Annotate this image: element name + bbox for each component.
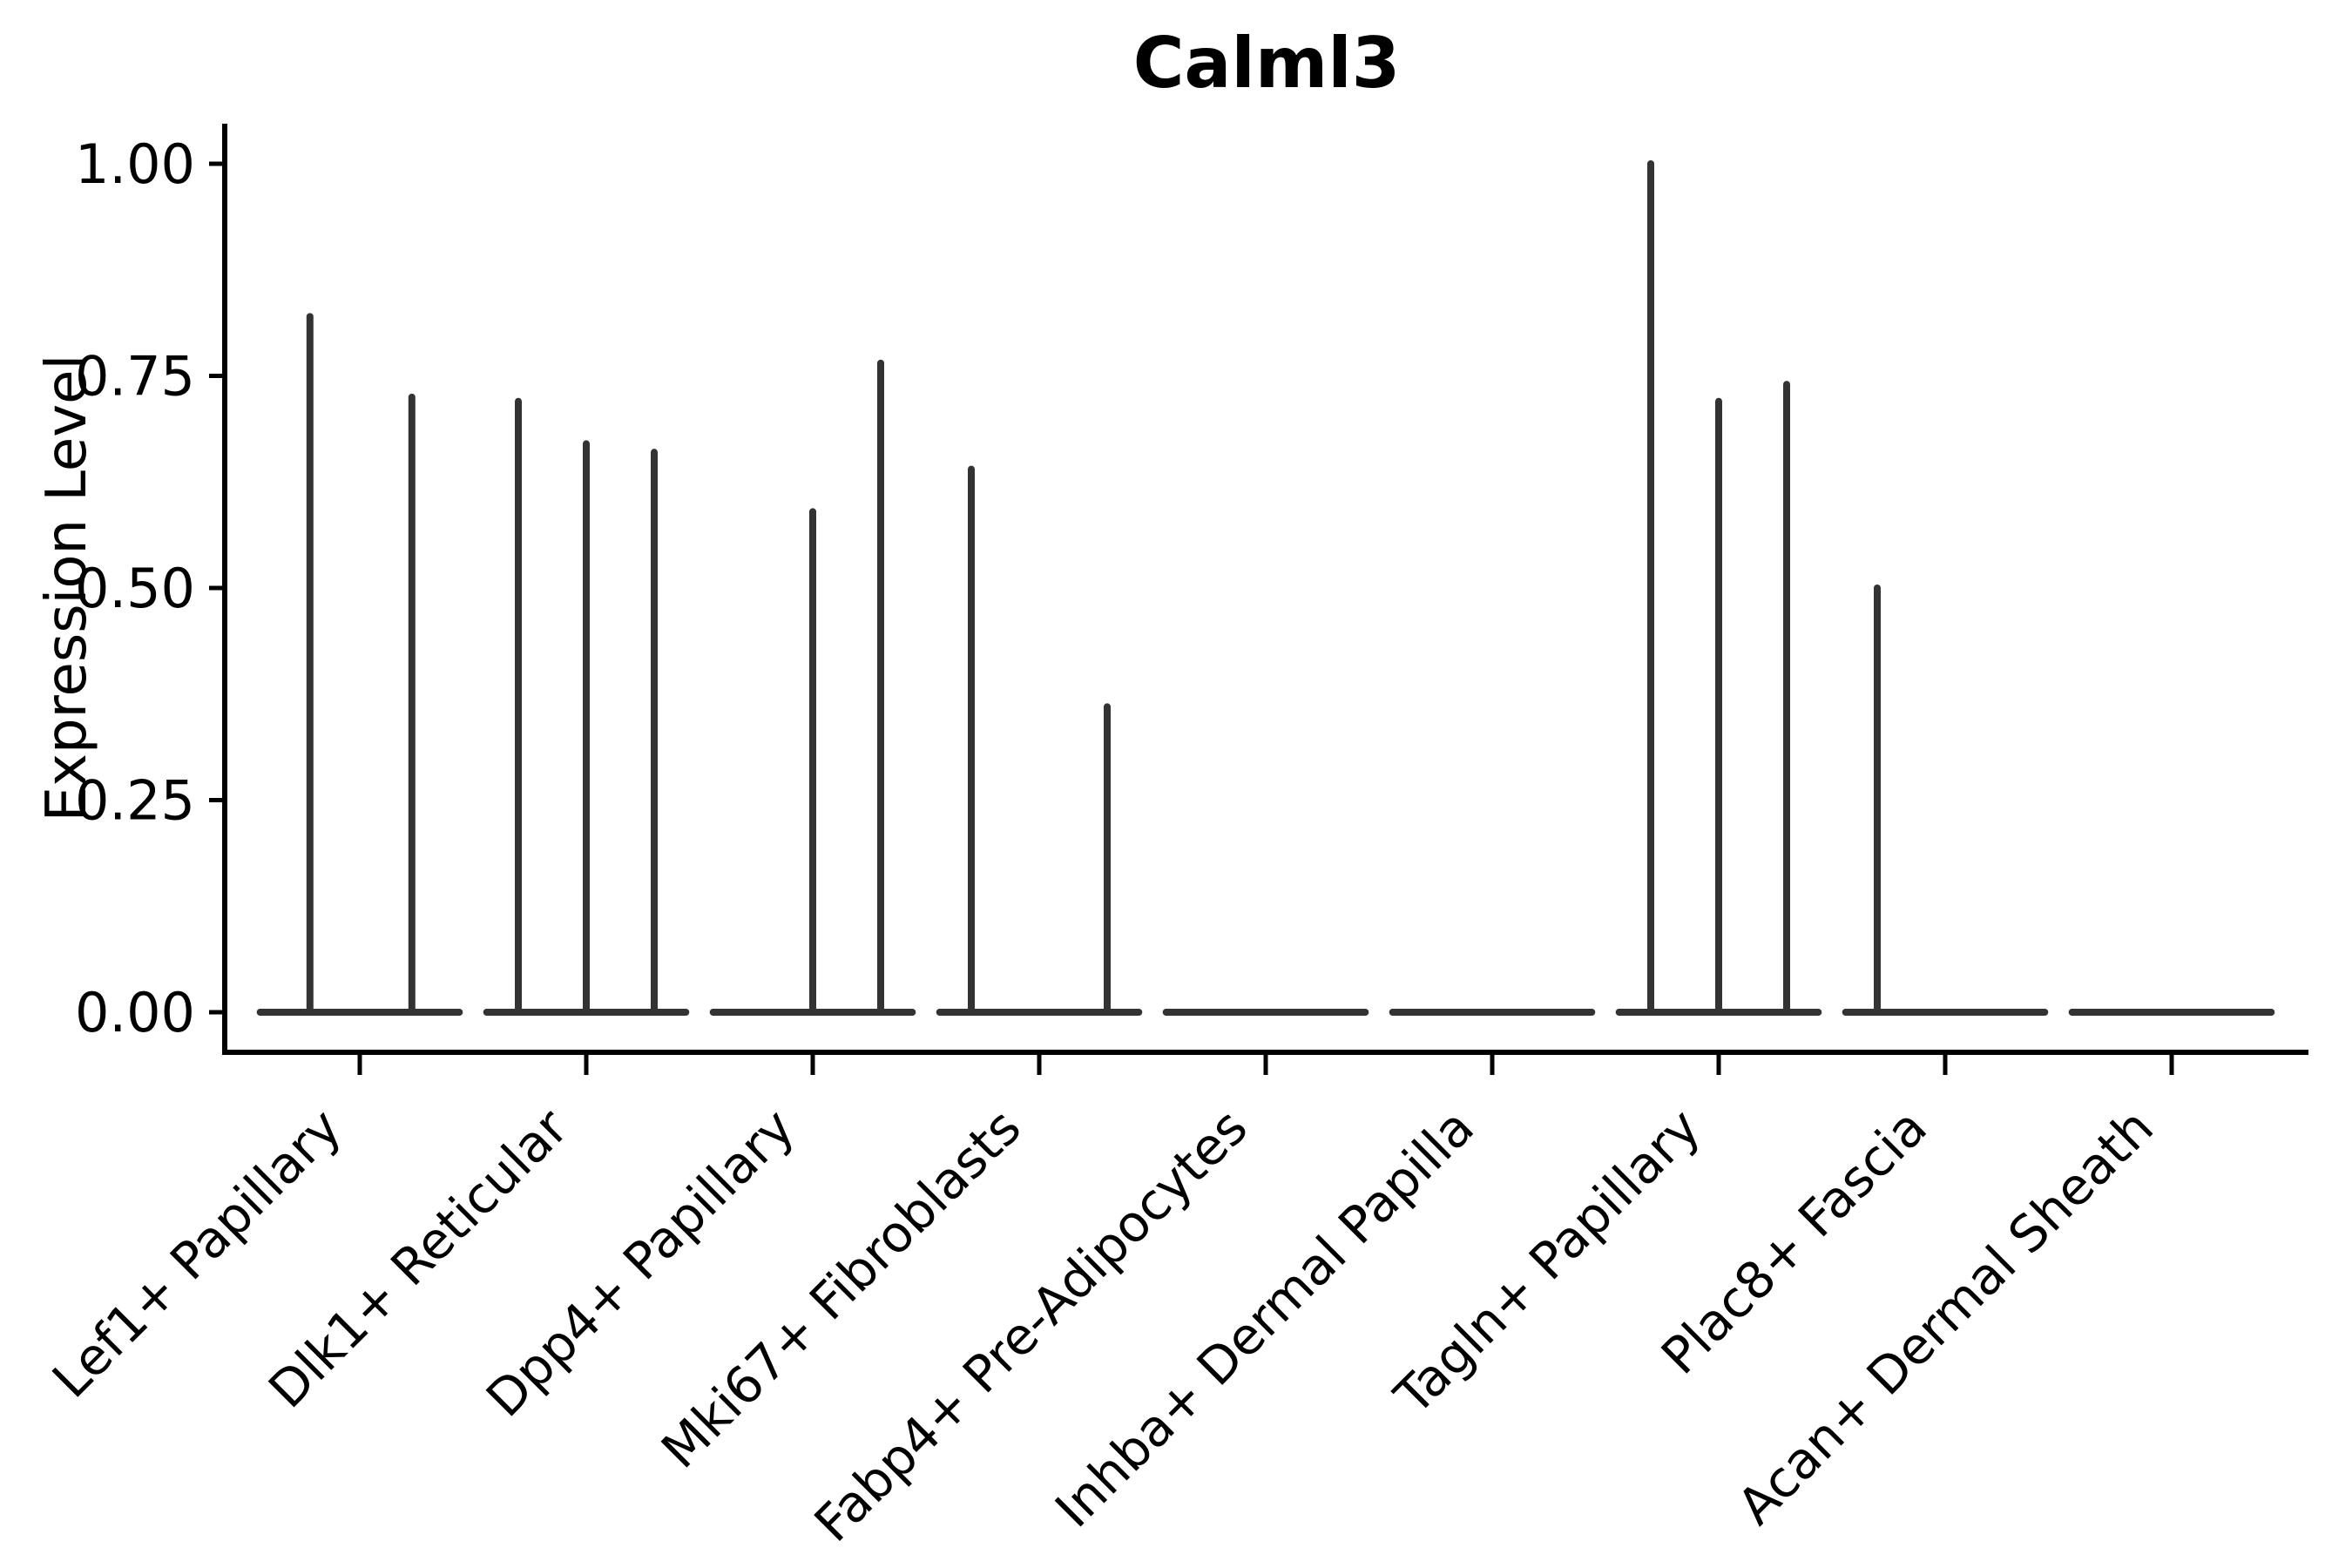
x-tick-label: Inhba+ Dermal Papilla: [1044, 1098, 1485, 1539]
violin-baseline: [1389, 1009, 1596, 1016]
y-tick-label: 0.00: [75, 981, 195, 1044]
x-tick-label: Acan+ Dermal Sheath: [1726, 1098, 2164, 1536]
y-tick-label: 0.75: [75, 345, 195, 409]
violin-baseline: [2068, 1009, 2275, 1016]
chart-title: Calml3: [1133, 23, 1401, 104]
y-tick-label: 0.25: [75, 769, 195, 833]
violin-baseline: [1842, 1009, 2049, 1016]
violin-baseline: [256, 1009, 463, 1016]
violin-baseline: [1162, 1009, 1369, 1016]
x-tick-label: Fabp4+ Pre-Adipocytes: [803, 1098, 1259, 1553]
y-tick-label: 1.00: [75, 132, 195, 196]
y-axis-label: Expression Level: [35, 355, 99, 822]
violin-baseline: [936, 1009, 1143, 1016]
y-tick-label: 0.50: [75, 557, 195, 620]
